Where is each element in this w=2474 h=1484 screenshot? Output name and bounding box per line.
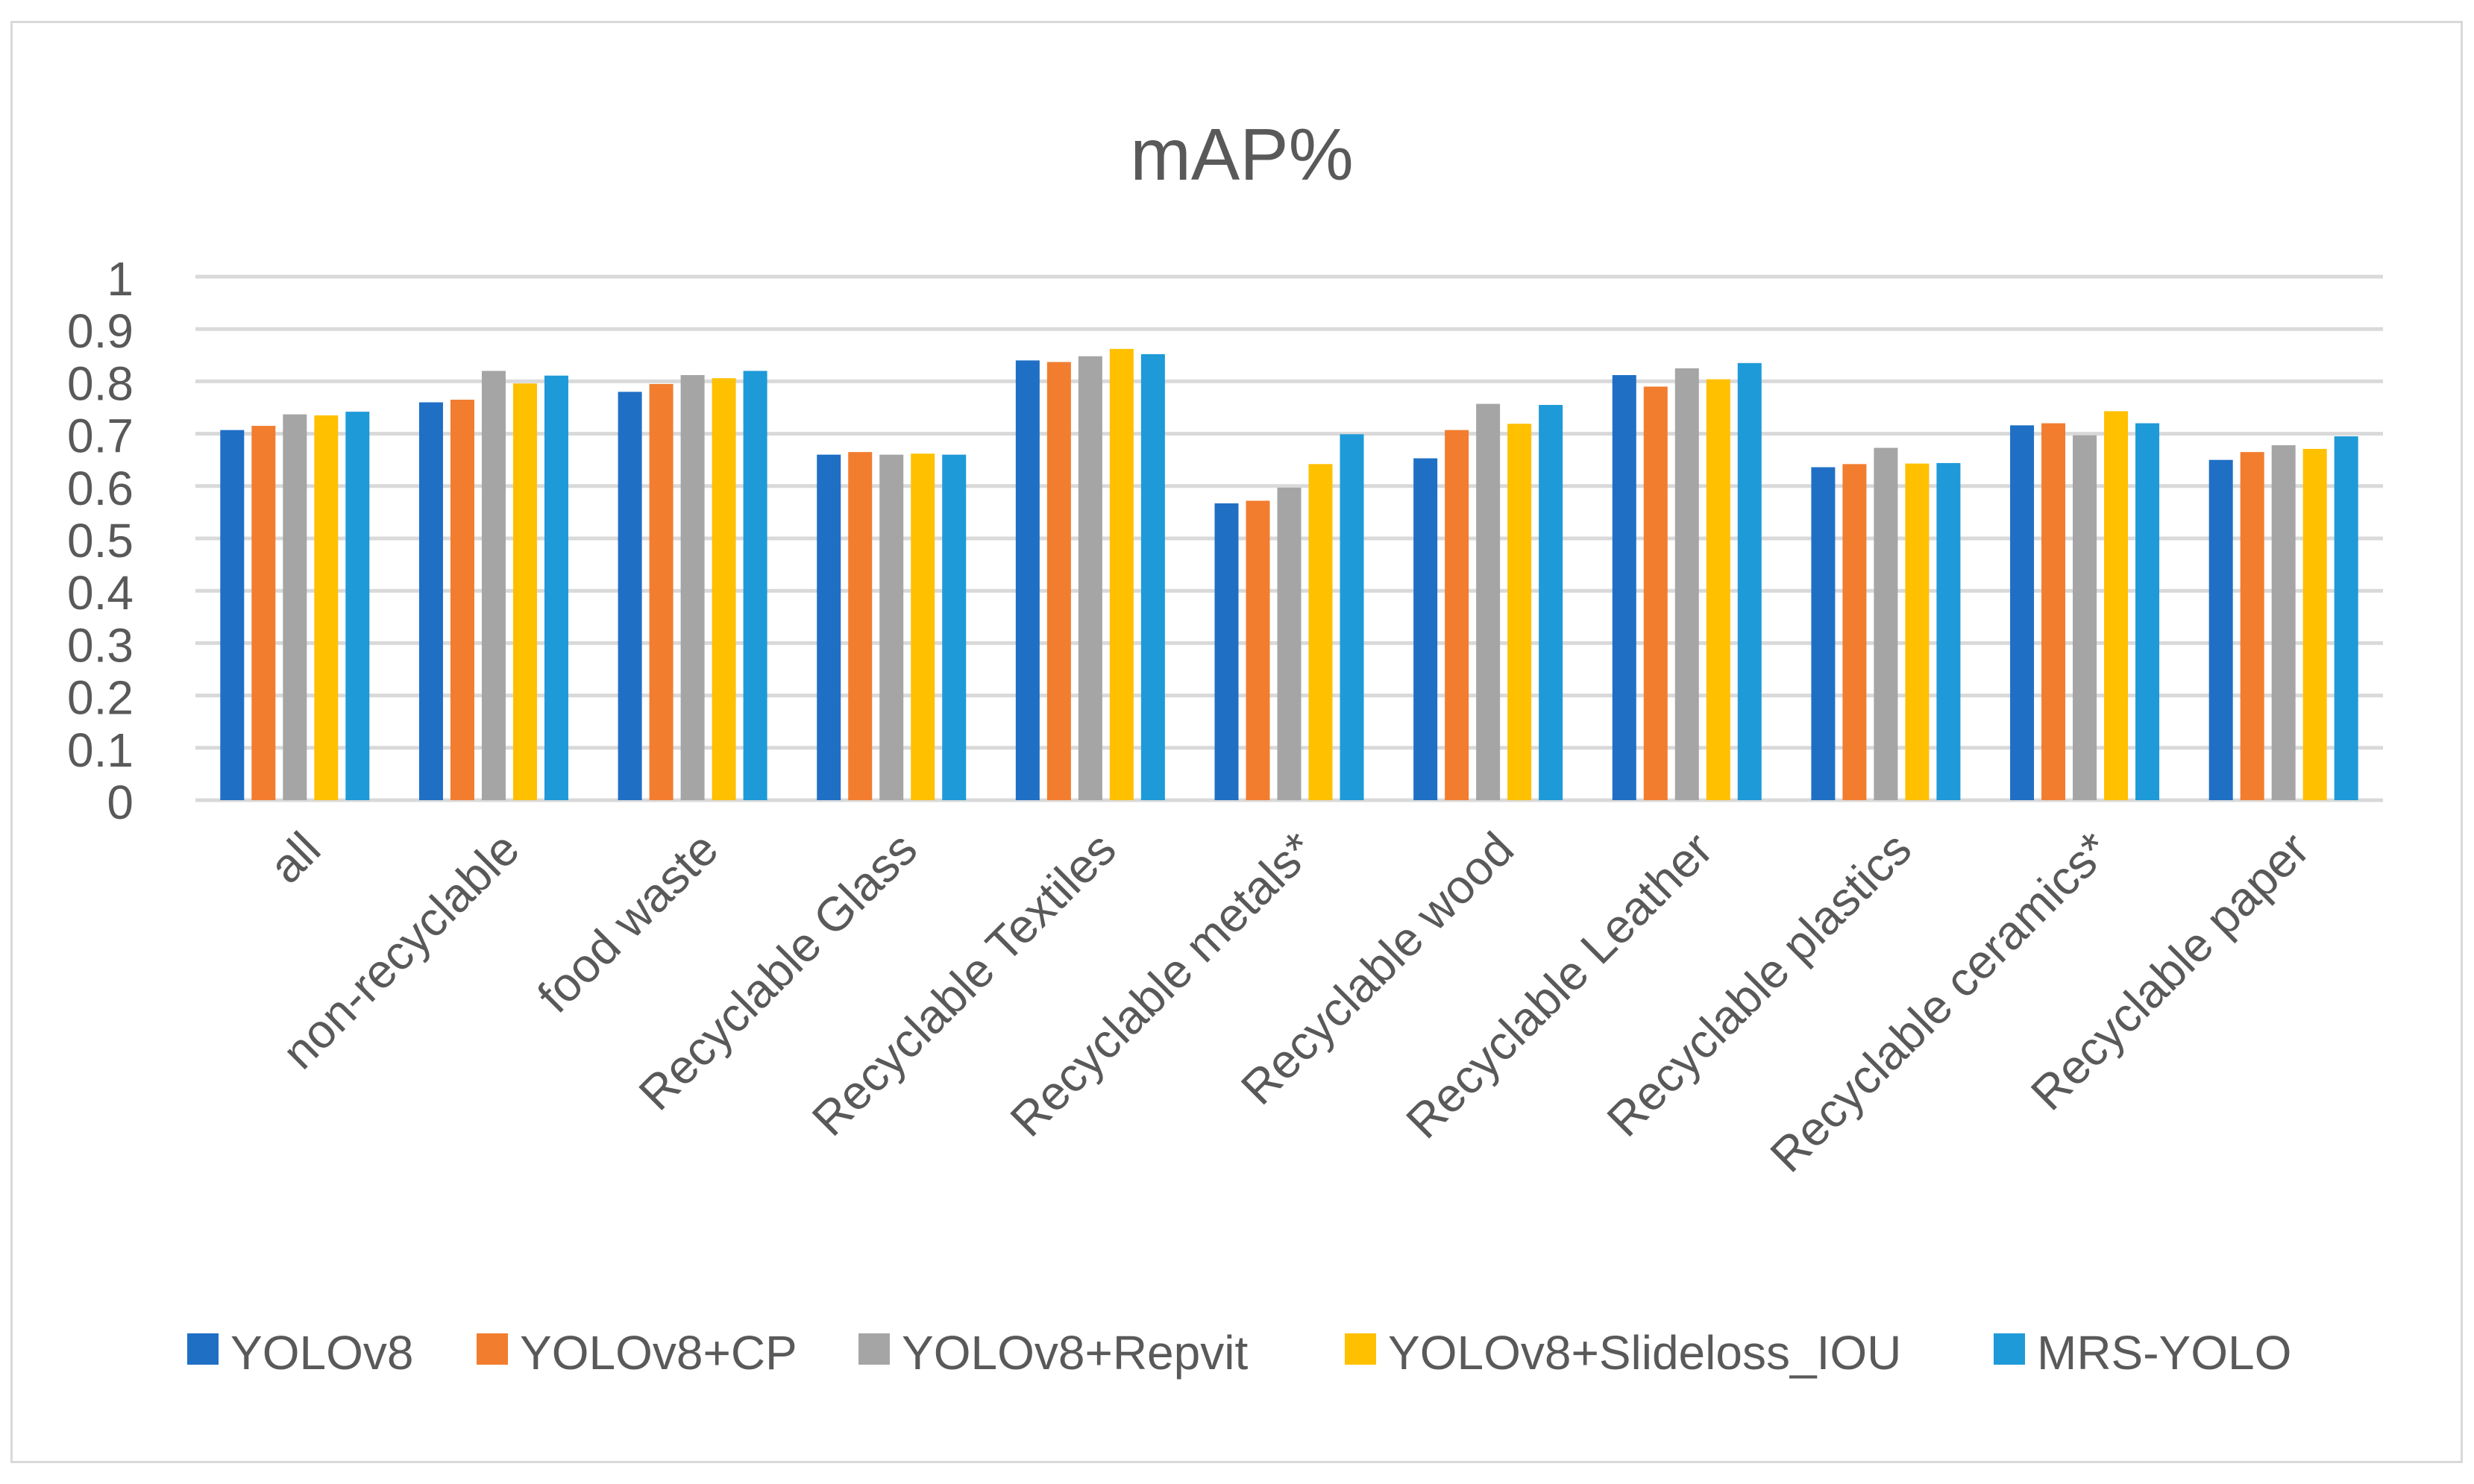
y-tick-label: 0.8	[67, 356, 134, 410]
bar-yolov8-cp-5	[1246, 500, 1270, 800]
bar-yolov8-slideloss-iou-5	[1308, 464, 1333, 800]
x-tick-label: Recyclable ceramics*	[1759, 822, 2120, 1182]
legend: YOLOv8 YOLOv8+CP YOLOv8+Repvit YOLOv8+Slide…	[187, 1326, 2291, 1380]
y-tick-label: 0.4	[67, 566, 134, 620]
bar-yolov8-slideloss-iou-10	[2302, 448, 2327, 800]
bar-yolov8-repvit-1	[481, 371, 506, 800]
bar-yolov8-1	[418, 402, 443, 800]
y-tick-label: 0.9	[67, 304, 134, 358]
legend-label: MRS-YOLO	[2037, 1326, 2291, 1380]
legend-label: YOLOv8+Repvit	[902, 1326, 1248, 1380]
bar-yolov8-cp-7	[1643, 386, 1668, 800]
bar-yolov8-slideloss-iou-3	[911, 453, 935, 800]
chart-frame: mAP% 0 0.1 0.2 0.3 0.4 0.5 0.6 0.7 0.8 0.9 1 all no…	[10, 21, 2463, 1463]
bar-yolov8-repvit-5	[1277, 487, 1302, 800]
bar-mrs-yolo-0	[345, 412, 370, 800]
bar-yolov8-repvit-4	[1078, 356, 1102, 801]
y-tick-label: 0.1	[67, 723, 134, 777]
bar-yolov8-cp-4	[1046, 362, 1071, 800]
bar-yolov8-3	[817, 454, 841, 800]
bar-mrs-yolo-8	[1936, 462, 1961, 800]
bar-yolov8-cp-8	[1842, 464, 1867, 800]
bar-yolov8-cp-2	[649, 383, 674, 800]
bar-mrs-yolo-3	[942, 454, 967, 800]
x-tick-label: food waste	[527, 822, 729, 1023]
chart-title: mAP%	[1130, 113, 1354, 195]
bar-mrs-yolo-10	[2334, 436, 2358, 800]
bar-yolov8-10	[2208, 459, 2233, 800]
bar-yolov8-cp-9	[2041, 423, 2066, 800]
bar-yolov8-slideloss-iou-4	[1109, 348, 1134, 801]
bar-mrs-yolo-1	[544, 375, 568, 801]
bar-yolov8-slideloss-iou-2	[712, 378, 736, 800]
bar-yolov8-slideloss-iou-8	[1905, 463, 1930, 800]
bar-yolov8-4	[1015, 360, 1040, 800]
bars	[220, 348, 2358, 801]
legend-swatch	[1994, 1333, 2025, 1365]
legend-swatch	[1345, 1333, 1376, 1365]
y-tick-label: 1	[107, 252, 134, 306]
bar-yolov8-repvit-9	[2073, 435, 2097, 800]
bar-yolov8-cp-3	[848, 452, 873, 800]
legend-label: YOLOv8	[230, 1326, 413, 1380]
bar-yolov8-6	[1413, 458, 1438, 800]
bar-yolov8-0	[220, 430, 245, 800]
bar-yolov8-slideloss-iou-7	[1706, 379, 1730, 800]
bar-yolov8-slideloss-iou-9	[2104, 411, 2129, 800]
bar-yolov8-cp-10	[2240, 452, 2264, 800]
x-tick-label: all	[259, 822, 330, 893]
bar-yolov8-slideloss-iou-1	[512, 383, 537, 800]
bar-yolov8-repvit-6	[1476, 403, 1501, 800]
bar-yolov8-7	[1612, 374, 1636, 800]
bar-yolov8-9	[2010, 425, 2035, 800]
bar-yolov8-slideloss-iou-6	[1507, 424, 1532, 800]
y-tick-label: 0.7	[67, 409, 134, 463]
y-tick-label: 0	[107, 776, 134, 829]
bar-chart: mAP% 00.10.20.30.40.50.60.70.80.91 allno…	[67, 113, 2383, 1380]
bar-yolov8-repvit-3	[879, 454, 904, 800]
bar-yolov8-5	[1214, 503, 1239, 800]
bar-yolov8-repvit-8	[1874, 447, 1898, 800]
bar-yolov8-slideloss-iou-0	[314, 415, 339, 800]
bar-yolov8-8	[1811, 467, 1836, 800]
bar-mrs-yolo-4	[1140, 353, 1165, 800]
bar-mrs-yolo-2	[743, 371, 767, 800]
bar-mrs-yolo-9	[2135, 423, 2160, 800]
y-axis-ticks: 00.10.20.30.40.50.60.70.80.91	[67, 252, 134, 829]
bar-yolov8-repvit-0	[283, 414, 307, 800]
bar-yolov8-repvit-7	[1674, 368, 1699, 801]
legend-label: YOLOv8+CP	[520, 1326, 797, 1380]
legend-swatch	[477, 1333, 508, 1365]
legend-swatch	[187, 1333, 219, 1365]
bar-yolov8-repvit-2	[680, 374, 705, 800]
bar-yolov8-repvit-10	[2271, 445, 2296, 800]
y-tick-label: 0.3	[67, 618, 134, 672]
legend-label: YOLOv8+Slideloss_IOU	[1388, 1326, 1901, 1380]
bar-yolov8-cp-6	[1445, 430, 1469, 800]
y-tick-label: 0.2	[67, 671, 134, 725]
bar-yolov8-cp-1	[450, 399, 474, 800]
bar-yolov8-2	[618, 392, 642, 800]
bar-mrs-yolo-6	[1539, 404, 1563, 800]
bar-mrs-yolo-7	[1737, 362, 1762, 801]
bar-yolov8-cp-0	[251, 426, 276, 800]
y-tick-label: 0.5	[67, 514, 134, 567]
legend-swatch	[858, 1333, 890, 1365]
bar-mrs-yolo-5	[1340, 434, 1364, 800]
y-tick-label: 0.6	[67, 462, 134, 515]
